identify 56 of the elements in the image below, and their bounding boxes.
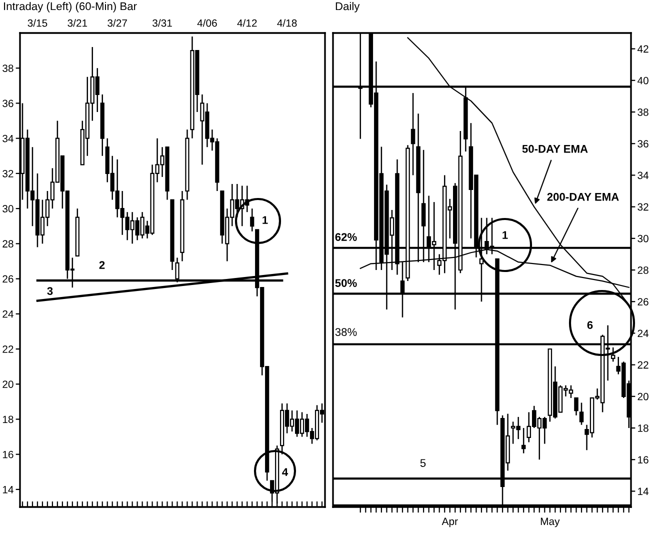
y-tick-label: 24 (2, 310, 14, 318)
annotation: 2 (99, 261, 105, 269)
y-tick-label: 36 (638, 140, 648, 148)
text: 38% (335, 328, 357, 336)
x-tick-label: 3/27 (108, 19, 127, 27)
x-tick-label: 3/15 (28, 19, 48, 27)
y-tick-label: 32 (2, 170, 14, 178)
x-tick-label: Apr (442, 518, 458, 528)
x-tick-label: May (540, 518, 560, 528)
y-tick-label: 28 (638, 266, 648, 274)
chart-title: Daily (336, 2, 360, 12)
y-tick-label: 28 (2, 240, 14, 248)
x-tick-label: 3/31 (152, 19, 172, 27)
y-tick-label: 38 (2, 64, 14, 72)
y-tick-label: 22 (638, 361, 648, 369)
y-tick-label: 30 (2, 205, 14, 212)
candlestick (250, 208, 254, 232)
y-tick-label: 42 (637, 45, 648, 53)
chart-title: Intraday (Left) (60-Min) Bar (4, 2, 137, 12)
annotation: 1 (502, 231, 508, 239)
candlestick (579, 402, 584, 426)
candlestick (521, 427, 526, 454)
y-tick-label: 34 (638, 172, 649, 180)
y-tick-label: 26 (638, 298, 648, 306)
series-label: 50-DAY EMA (522, 144, 588, 153)
y-tick-label: 30 (638, 234, 648, 242)
x-tick-label: 4/18 (277, 19, 297, 27)
y-tick-label: 18 (2, 416, 14, 424)
y-tick-label: 38 (638, 108, 648, 116)
candlestick (410, 92, 416, 176)
y-tick-label: 16 (638, 456, 648, 464)
annotation: 6 (587, 321, 593, 329)
y-tick-label: 20 (638, 392, 648, 400)
y-tick-label: 34 (2, 134, 14, 142)
y-tick-label: 16 (2, 450, 14, 458)
text: 62% (335, 233, 357, 241)
y-tick-label: 26 (2, 275, 14, 283)
y-tick-label: 20 (2, 380, 14, 388)
x-tick-label: 3/21 (68, 19, 88, 27)
annotation: 4 (282, 468, 288, 476)
y-tick-label: 14 (638, 488, 649, 495)
y-tick-label: 40 (637, 76, 648, 84)
annotation: 3 (47, 287, 53, 295)
x-tick-label: 4/12 (237, 19, 257, 27)
x-tick-label: 4/06 (197, 19, 217, 27)
y-tick-label: 22 (2, 346, 14, 353)
y-tick-label: 24 (638, 330, 649, 337)
legend-label: 200-DAY EMA (547, 192, 619, 201)
annotation: 1 (262, 216, 268, 224)
y-tick-label: 14 (2, 486, 14, 494)
y-tick-label: 18 (638, 424, 648, 432)
annotation: 5 (420, 459, 426, 467)
y-tick-label: 32 (638, 203, 648, 211)
text: 50% (335, 279, 357, 287)
y-tick-label: 36 (2, 100, 14, 108)
candlestick (574, 397, 578, 416)
